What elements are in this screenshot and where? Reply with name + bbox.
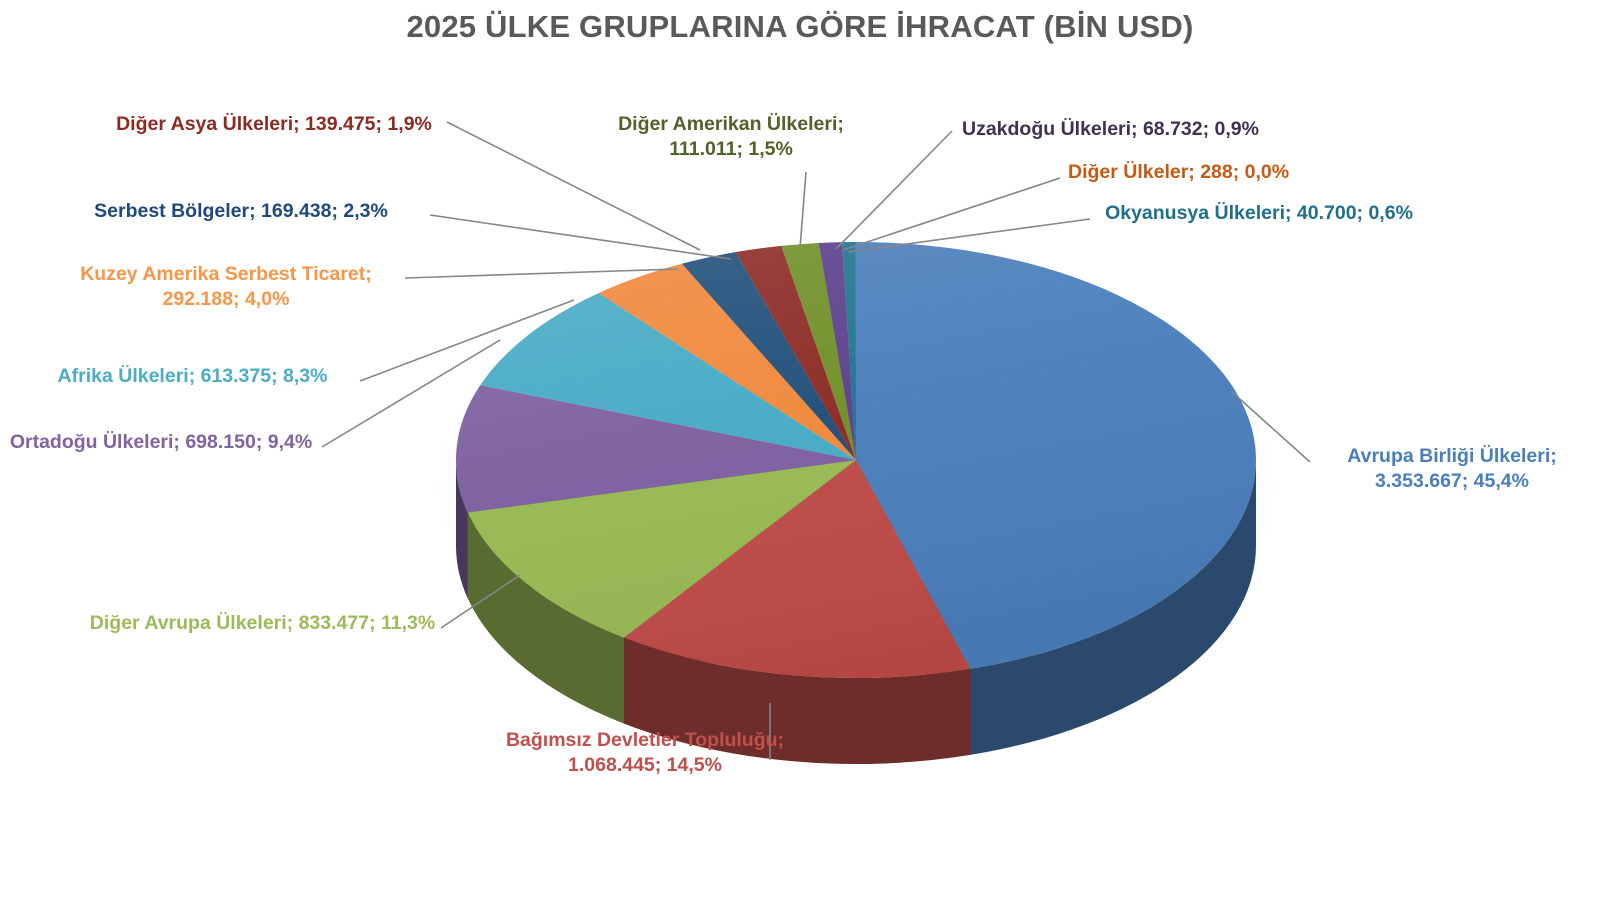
slice-label-diger-amerikan: Diğer Amerikan Ülkeleri; 111.011; 1,5% — [618, 113, 844, 160]
leader-lines — [321, 121, 1311, 760]
slice-label-afrika: Afrika Ülkeleri; 613.375; 8,3% — [57, 365, 328, 387]
chart-title: 2025 ÜLKE GRUPLARINA GÖRE İHRACAT (BİN U… — [406, 9, 1194, 44]
slice-label-diger-avrupa: Diğer Avrupa Ülkeleri; 833.477; 11,3% — [89, 612, 436, 634]
slice-label-avrupa-birligi: Avrupa Birliği Ülkeleri; 3.353.667; 45,4… — [1347, 445, 1557, 492]
slice-label-serbest-bolgeler: Serbest Bölgeler; 169.438; 2,3% — [94, 200, 388, 222]
pie-slice-tops — [455, 242, 1256, 678]
slice-label-diger-ulkeler: Diğer Ülkeler; 288; 0,0% — [1068, 161, 1290, 183]
slice-label-bdt: Bağımsız Devletler Topluluğu; 1.068.445;… — [505, 729, 785, 776]
pie-slice-side — [970, 460, 1256, 755]
slice-label-ortadogu: Ortadoğu Ülkeleri; 698.150; 9,4% — [9, 431, 313, 453]
slice-label-uzakdogu: Uzakdoğu Ülkeleri; 68.732; 0,9% — [962, 118, 1259, 140]
slice-label-diger-asya: Diğer Asya Ülkeleri; 139.475; 1,9% — [116, 113, 432, 135]
slice-label-okyanusya: Okyanusya Ülkeleri; 40.700; 0,6% — [1105, 202, 1413, 224]
slice-label-kuzey-amerika: Kuzey Amerika Serbest Ticaret; 292.188; … — [80, 263, 372, 310]
